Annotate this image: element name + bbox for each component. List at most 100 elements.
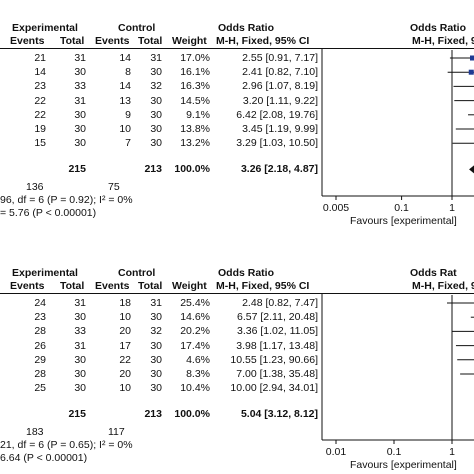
cell-ctl-total: 30 [150,368,162,380]
cell-ctl-events: 10 [119,311,131,324]
header-method: M-H, Fixed, 95% CI [216,35,310,47]
forest-plot-panel-top: Experimental Control Odds Ratio Odds Ratio E… [0,22,474,227]
forest-plot-svg [321,293,474,444]
header-method-plot: M-H, Fixed, 9 [412,280,474,292]
x-axis-favours-label: Favours [experimental] [350,215,457,227]
cell-exp-events: 19 [34,123,46,135]
cell-exp-events: 25 [34,382,46,395]
cell-exp-total: 33 [74,80,86,93]
cell-ctl-total: 30 [150,137,162,150]
cell-weight: 4.6% [186,353,210,366]
cell-or-ci: 7.00 [1.38, 35.48] [236,368,318,380]
total-or-ci: 3.26 [2.18, 4.87] [240,163,318,176]
cell-weight: 10.4% [180,382,210,395]
total-events-exp: 183 [26,426,44,439]
header-odds-ratio: Odds Ratio [218,267,275,279]
cell-exp-events: 21 [34,52,46,64]
header-method-plot: M-H, Fixed, 9 [412,35,474,47]
cell-weight: 17.0% [180,52,210,64]
heterogeneity-stat: 96, df = 6 (P = 0.92); I² = 0% [0,194,133,207]
cell-exp-total: 30 [74,368,86,380]
total-events-ctl: 117 [108,426,125,439]
cell-ctl-total: 30 [150,382,162,395]
cell-ctl-events: 8 [125,66,131,79]
cell-weight: 14.5% [180,94,210,107]
cell-or-ci: 2.55 [0.91, 7.17] [242,52,318,64]
cell-ctl-events: 10 [119,382,131,395]
total-weight: 100.0% [174,163,210,176]
cell-or-ci: 10.00 [2.94, 34.01] [230,382,318,395]
cell-ctl-total: 30 [150,339,162,352]
total-exp: 215 [68,408,86,421]
header-odds-ratio-plot: Odds Rat [410,267,457,279]
cell-exp-events: 24 [34,297,46,309]
total-or-ci: 5.04 [3.12, 8.12] [240,408,318,421]
cell-exp-total: 33 [74,325,86,338]
cell-or-ci: 2.48 [0.82, 7.47] [242,297,318,309]
cell-exp-events: 26 [34,339,46,352]
header-odds-ratio: Odds Ratio [218,22,275,34]
header-rule [0,293,474,294]
total-ctl: 213 [144,163,162,176]
cell-ctl-total: 30 [150,94,162,107]
total-events-ctl: 75 [108,181,120,194]
cell-exp-events: 28 [34,368,46,380]
header-total: Total [138,280,163,292]
cell-exp-total: 31 [74,94,86,107]
cell-weight: 17.4% [180,339,210,352]
cell-exp-events: 29 [34,353,46,366]
header-total: Total [60,35,85,47]
header-rule [0,48,474,49]
cell-ctl-events: 14 [119,80,131,93]
header-events: Events [10,280,45,292]
cell-ctl-total: 30 [150,353,162,366]
x-tick-label: 0.1 [386,446,402,458]
cell-exp-total: 30 [74,311,86,324]
header-events: Events [10,35,45,47]
cell-ctl-events: 13 [119,94,131,107]
cell-or-ci: 3.45 [1.19, 9.99] [242,123,318,135]
cell-exp-events: 22 [34,108,46,121]
heterogeneity-stat: 21, df = 6 (P = 0.65); I² = 0% [0,439,133,452]
cell-exp-events: 23 [34,311,46,324]
cell-exp-total: 30 [74,353,86,366]
cell-ctl-events: 17 [119,339,131,352]
x-tick-label: 0.005 [322,202,350,214]
header-total: Total [60,280,85,292]
cell-ctl-events: 18 [119,297,131,309]
cell-weight: 13.8% [180,123,210,135]
point-estimate-marker [469,55,474,61]
cell-exp-total: 30 [74,108,86,121]
total-ctl: 213 [144,408,162,421]
header-total: Total [138,35,163,47]
cell-or-ci: 3.29 [1.03, 10.50] [236,137,318,150]
cell-or-ci: 10.55 [1.23, 90.66] [230,353,318,366]
cell-ctl-events: 20 [119,368,131,380]
x-tick-label: 0.01 [325,446,347,458]
overall-effect-stat: 6.64 (P < 0.00001) [0,452,88,465]
cell-ctl-total: 31 [150,52,162,64]
total-weight: 100.0% [174,408,210,421]
pooled-diamond [469,165,474,174]
cell-or-ci: 3.98 [1.17, 13.48] [236,339,318,352]
header-weight: Weight [172,35,207,47]
cell-or-ci: 3.20 [1.11, 9.22] [242,94,318,107]
cell-weight: 16.3% [180,80,210,93]
cell-exp-events: 15 [34,137,46,150]
cell-ctl-total: 32 [150,325,162,338]
x-tick-label: 1 [449,202,455,214]
cell-or-ci: 2.41 [0.82, 7.10] [242,66,318,79]
cell-or-ci: 6.57 [2.11, 20.48] [237,311,318,324]
header-control: Control [118,22,156,34]
cell-weight: 13.2% [180,137,210,150]
cell-weight: 8.3% [186,368,210,380]
cell-ctl-total: 30 [150,123,162,135]
total-exp: 215 [68,163,86,176]
cell-exp-total: 30 [74,66,86,79]
header-experimental: Experimental [12,267,78,279]
cell-or-ci: 3.36 [1.02, 11.05] [237,325,318,338]
header-control: Control [118,267,156,279]
cell-ctl-events: 22 [119,353,131,366]
cell-exp-events: 14 [34,66,46,79]
header-method: M-H, Fixed, 95% CI [216,280,310,292]
